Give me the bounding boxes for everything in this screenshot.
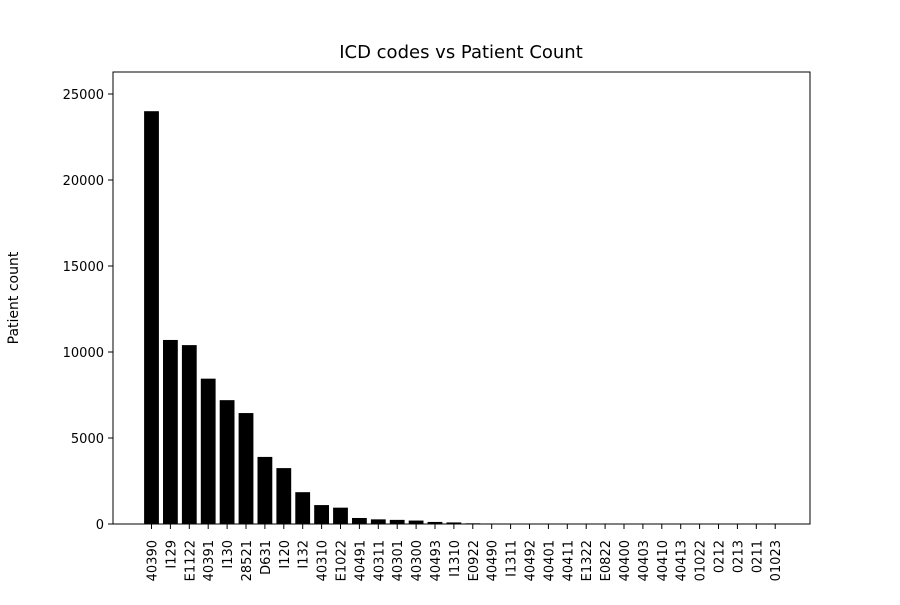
y-tick-label: 20000 [63, 174, 104, 189]
x-tick-label: 0212 [713, 540, 728, 573]
y-tick-label: 25000 [63, 88, 104, 103]
y-tick-label: 10000 [63, 346, 104, 361]
x-tick-label: 40492 [524, 540, 539, 581]
x-tick-label: 40410 [656, 540, 671, 581]
x-tick-label: 40300 [410, 540, 425, 581]
x-tick-label: 40301 [391, 540, 406, 581]
x-tick-label: 40411 [561, 540, 576, 581]
x-tick-label: E0922 [467, 540, 482, 581]
x-tick-label: 28521 [240, 540, 255, 581]
x-tick-label: 40391 [202, 540, 217, 581]
x-tick-label: 40490 [486, 540, 501, 581]
y-axis-label: Patient count [6, 251, 22, 344]
bar-I132 [295, 492, 310, 524]
x-tick-label: 40401 [542, 540, 557, 581]
bars-group [144, 111, 783, 524]
bar-40391 [201, 379, 216, 524]
bar-28521 [239, 413, 254, 524]
x-tick-label: 40310 [316, 540, 331, 581]
y-axis-ticks: 0 5000 10000 15000 20000 25000 [63, 88, 113, 533]
x-tick-label: E1322 [580, 540, 595, 581]
x-tick-label: 0211 [750, 540, 765, 573]
x-tick-label: 40311 [372, 540, 387, 581]
bar-I129 [163, 340, 178, 524]
y-tick-label: 15000 [63, 260, 104, 275]
x-tick-label: 40491 [353, 540, 368, 581]
bar-D631 [258, 457, 273, 524]
bar-40390 [144, 111, 159, 524]
x-tick-label: E1122 [183, 540, 198, 581]
x-tick-label: 01023 [769, 540, 784, 581]
x-tick-label: I132 [297, 540, 312, 569]
x-tick-label: 0213 [731, 540, 746, 573]
y-tick-label: 5000 [71, 432, 104, 447]
y-tick-label: 0 [96, 518, 104, 533]
x-tick-label: E1022 [335, 540, 350, 581]
plot-frame [113, 72, 810, 524]
x-tick-label: 40390 [146, 540, 161, 581]
x-tick-label: I130 [221, 540, 236, 569]
bar-40300 [409, 521, 424, 524]
bar-E1122 [182, 345, 197, 524]
bar-40311 [371, 519, 386, 524]
bar-E1022 [333, 508, 348, 524]
x-tick-label: 40400 [618, 540, 633, 581]
x-tick-label: I1310 [448, 540, 463, 577]
bar-I130 [220, 400, 235, 524]
bar-I120 [276, 468, 291, 524]
x-tick-label: 40493 [429, 540, 444, 581]
x-tick-label: I129 [164, 540, 179, 569]
bar-40491 [352, 518, 367, 524]
bar-40301 [390, 520, 405, 524]
x-tick-label: I120 [278, 540, 293, 569]
x-tick-label: 01022 [694, 540, 709, 581]
x-tick-label: D631 [259, 540, 274, 575]
x-tick-label: I1311 [505, 540, 520, 577]
bar-40310 [314, 505, 329, 524]
x-tick-label: E0822 [599, 540, 614, 581]
chart-title: ICD codes vs Patient Count [339, 42, 583, 63]
x-tick-label: 40403 [637, 540, 652, 581]
x-tick-label: 40413 [675, 540, 690, 581]
